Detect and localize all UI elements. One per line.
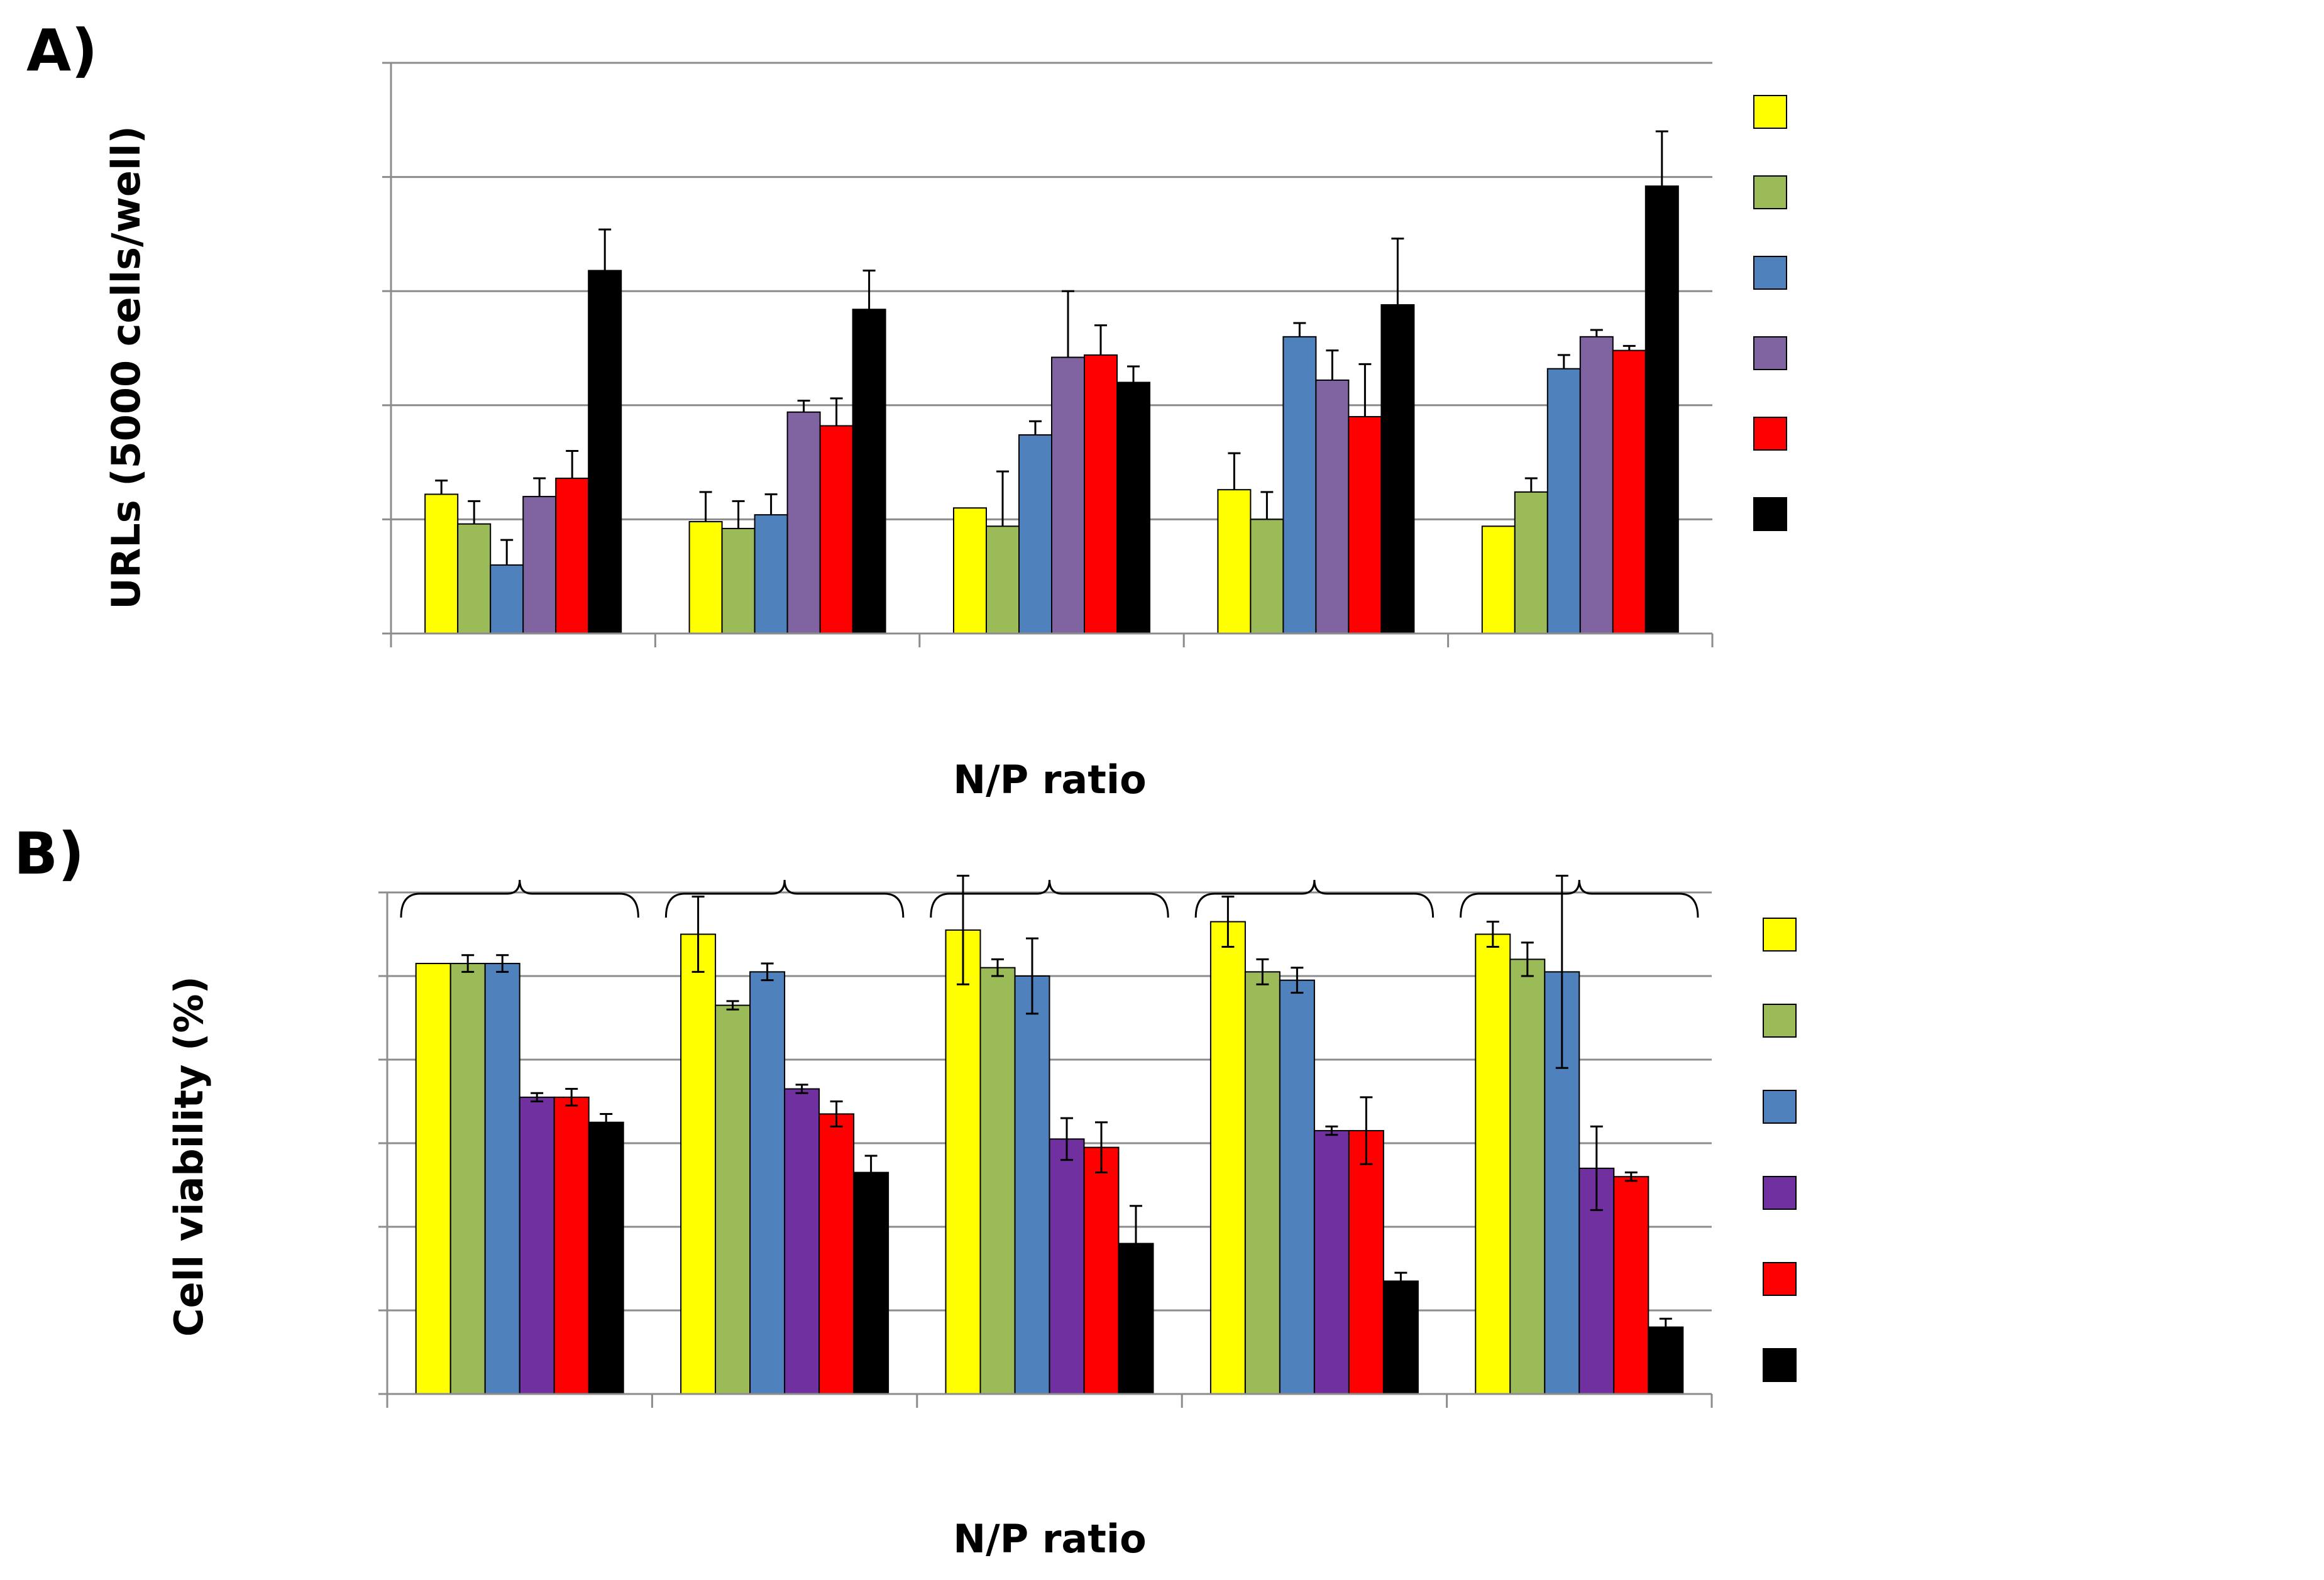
bar: [754, 514, 788, 634]
bar: [1481, 525, 1516, 635]
bar: [784, 1088, 820, 1395]
bar: [522, 496, 557, 635]
bar: [1217, 489, 1252, 635]
bar: [1382, 1280, 1419, 1395]
panel-b-x-axis-label: N/P ratio: [953, 1516, 1146, 1562]
legend-swatch: [1753, 336, 1787, 370]
legend-swatch: [1753, 497, 1787, 531]
legend-swatch: [1753, 175, 1787, 209]
bar: [415, 963, 451, 1395]
bar: [853, 1171, 889, 1395]
panel-b-axes: [378, 891, 1713, 1408]
bar: [819, 425, 854, 634]
bar: [979, 967, 1016, 1395]
bar: [1514, 491, 1548, 634]
panel-a-axes: [382, 62, 1714, 647]
bar: [1282, 336, 1317, 635]
panel-b: B) N/P ratio Cell viability (%): [14, 820, 1797, 1562]
bar: [519, 1096, 555, 1395]
bar: [424, 493, 459, 634]
panel-a: A) N/P ratio URLs (5000 cells/well): [26, 17, 1787, 803]
legend-swatch: [1753, 95, 1787, 129]
bar: [1315, 379, 1350, 635]
bar: [986, 525, 1020, 635]
panel-a-x-axis-label: N/P ratio: [953, 757, 1146, 803]
bar: [588, 270, 622, 634]
bar: [688, 521, 723, 634]
bar: [1018, 434, 1052, 634]
bar: [1279, 979, 1315, 1395]
bar: [1475, 933, 1511, 1395]
bar: [457, 523, 492, 634]
legend-swatch: [1763, 1348, 1797, 1382]
panel-a-y-axis-label: URLs (5000 cells/well): [103, 126, 149, 610]
bar: [1613, 1176, 1649, 1395]
bar: [1348, 415, 1382, 635]
bar: [852, 309, 886, 635]
bar: [1648, 1326, 1684, 1395]
bar: [818, 1113, 855, 1395]
bar: [1380, 304, 1415, 634]
bar: [749, 971, 786, 1395]
significance-bracket: [664, 879, 905, 918]
bar: [555, 478, 590, 634]
legend-swatch: [1763, 1004, 1797, 1038]
bar: [1051, 356, 1085, 634]
panel-b-y-axis-label: Cell viability (%): [166, 976, 212, 1337]
panel-b-significance-annotations: [400, 879, 1699, 918]
bar: [588, 1121, 624, 1395]
significance-bracket: [1460, 879, 1699, 918]
panel-b-legend: [1763, 918, 1797, 1382]
bar: [715, 1004, 751, 1395]
bar: [1644, 185, 1679, 634]
panel-b-label: B): [14, 820, 84, 887]
bar: [1244, 971, 1280, 1395]
bar: [484, 963, 520, 1395]
panel-b-bars: [415, 874, 1684, 1395]
panel-a-legend: [1753, 95, 1787, 531]
bar: [680, 933, 717, 1395]
legend-swatch: [1753, 417, 1787, 451]
bar: [1083, 1146, 1120, 1395]
legend-swatch: [1763, 1090, 1797, 1124]
bar: [1313, 1130, 1350, 1395]
bar: [1049, 1138, 1085, 1395]
bar: [1612, 349, 1646, 635]
significance-bracket: [930, 879, 1169, 918]
bar: [945, 929, 981, 1395]
bar: [1546, 368, 1581, 634]
bar: [1209, 921, 1246, 1395]
panel-a-bars: [424, 130, 1679, 635]
bar: [1116, 381, 1150, 634]
legend-swatch: [1763, 1176, 1797, 1210]
bar: [449, 963, 486, 1395]
bar: [1579, 336, 1614, 635]
legend-swatch: [1753, 256, 1787, 290]
bar: [1014, 975, 1050, 1395]
panel-a-label: A): [26, 17, 97, 84]
bar: [1509, 958, 1546, 1395]
bar: [1250, 518, 1284, 635]
bar: [1348, 1130, 1384, 1395]
bar: [1084, 354, 1118, 634]
significance-bracket: [1194, 879, 1435, 918]
bar: [490, 564, 524, 634]
legend-swatch: [1763, 918, 1797, 952]
legend-swatch: [1763, 1262, 1797, 1296]
significance-bracket: [400, 879, 639, 918]
bar: [721, 527, 756, 634]
bar: [553, 1096, 590, 1395]
bar: [786, 411, 821, 634]
bar: [953, 507, 987, 634]
